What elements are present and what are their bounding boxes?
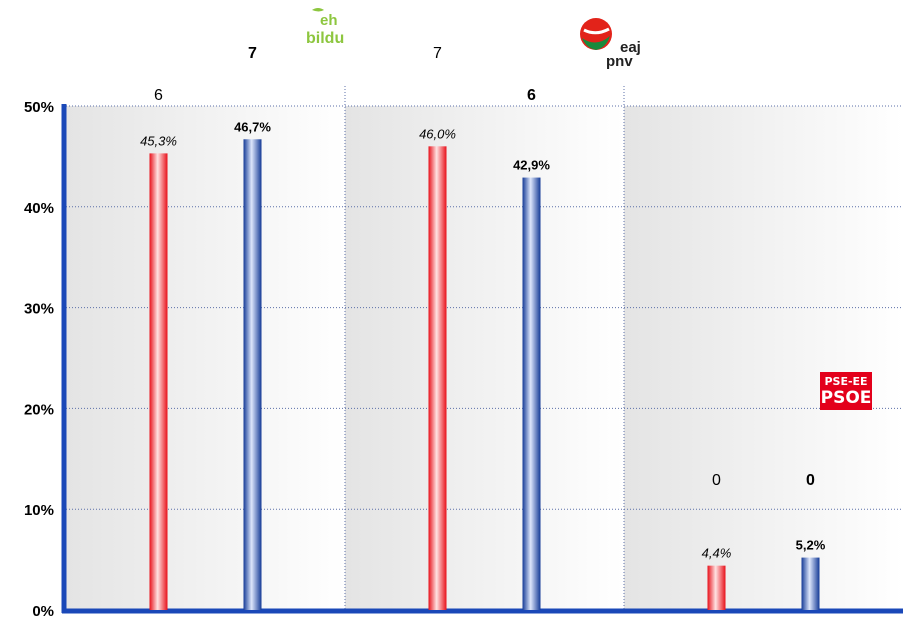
seat-count-label: 6: [154, 87, 163, 104]
pse-ee-psoe-logo: PSE-EE PSOE: [820, 372, 872, 410]
group-panel: [66, 106, 345, 610]
bar-data-label: 45,3%: [140, 133, 177, 148]
eh-bildu-logo: eh bildu: [300, 6, 360, 50]
pnv-line1: eaj: [620, 39, 641, 56]
eh-bildu-logo-graphic: eh bildu: [306, 8, 344, 47]
bar-data-label: 4,4%: [702, 546, 732, 561]
psoe-line2: PSOE: [820, 388, 872, 408]
bar-blue: [243, 139, 262, 611]
group-panel: [624, 106, 903, 610]
y-tick-label: 40%: [24, 200, 54, 217]
y-tick-label: 30%: [24, 301, 54, 318]
bar-red: [149, 153, 168, 610]
group-panel: [345, 106, 624, 610]
seat-count-label: 0: [712, 472, 721, 489]
bar-data-label: 42,9%: [513, 158, 550, 173]
bar-data-label: 5,2%: [796, 538, 826, 553]
bar-data-label: 46,0%: [419, 126, 456, 141]
eaj-pnv-logo: eaj pnv: [576, 14, 648, 72]
bar-data-label: 46,7%: [234, 119, 271, 134]
y-tick-label: 0%: [32, 603, 54, 620]
seat-count-label: 7: [248, 45, 257, 62]
bar-blue: [522, 177, 541, 610]
bildu-line1: eh: [320, 12, 338, 29]
pnv-line2: pnv: [606, 53, 633, 70]
psoe-line1: PSE-EE: [824, 375, 868, 388]
bar-blue: [801, 557, 820, 610]
bar-red: [428, 146, 447, 610]
seat-count-label: 7: [433, 45, 442, 62]
y-tick-label: 50%: [24, 99, 54, 116]
eaj-pnv-logo-graphic: eaj pnv: [580, 18, 641, 70]
seat-count-label: 0: [806, 472, 815, 489]
bildu-line2: bildu: [306, 30, 344, 47]
seat-count-label: 6: [527, 87, 536, 104]
y-tick-label: 10%: [24, 502, 54, 519]
bar-red: [707, 565, 726, 610]
y-tick-label: 20%: [24, 401, 54, 418]
